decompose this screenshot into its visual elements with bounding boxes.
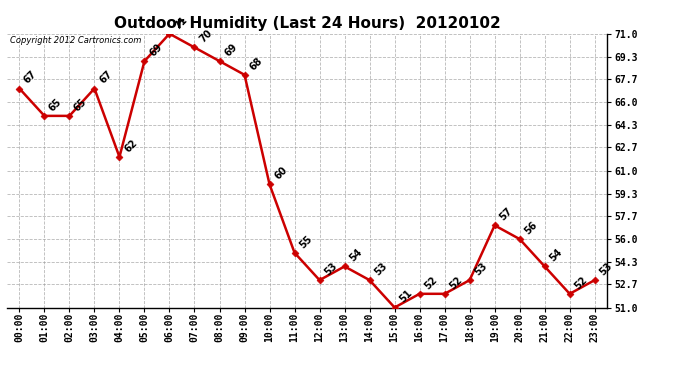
Text: 52: 52: [573, 274, 589, 291]
Text: 71: 71: [172, 14, 189, 31]
Text: 53: 53: [473, 261, 489, 278]
Text: 65: 65: [47, 96, 63, 113]
Text: 53: 53: [322, 261, 339, 278]
Text: 69: 69: [222, 42, 239, 58]
Text: 51: 51: [397, 288, 414, 305]
Text: 70: 70: [197, 28, 214, 45]
Title: Outdoor Humidity (Last 24 Hours)  20120102: Outdoor Humidity (Last 24 Hours) 2012010…: [114, 16, 500, 31]
Text: 57: 57: [497, 206, 514, 223]
Text: 53: 53: [598, 261, 614, 278]
Text: 67: 67: [97, 69, 114, 86]
Text: 52: 52: [422, 274, 439, 291]
Text: 68: 68: [247, 56, 264, 72]
Text: 55: 55: [297, 233, 314, 250]
Text: 52: 52: [447, 274, 464, 291]
Text: 54: 54: [547, 247, 564, 264]
Text: 65: 65: [72, 96, 89, 113]
Text: 54: 54: [347, 247, 364, 264]
Text: 56: 56: [522, 220, 539, 236]
Text: 60: 60: [273, 165, 289, 182]
Text: Copyright 2012 Cartronics.com: Copyright 2012 Cartronics.com: [10, 36, 141, 45]
Text: 67: 67: [22, 69, 39, 86]
Text: 69: 69: [147, 42, 164, 58]
Text: 53: 53: [373, 261, 389, 278]
Text: 62: 62: [122, 138, 139, 154]
